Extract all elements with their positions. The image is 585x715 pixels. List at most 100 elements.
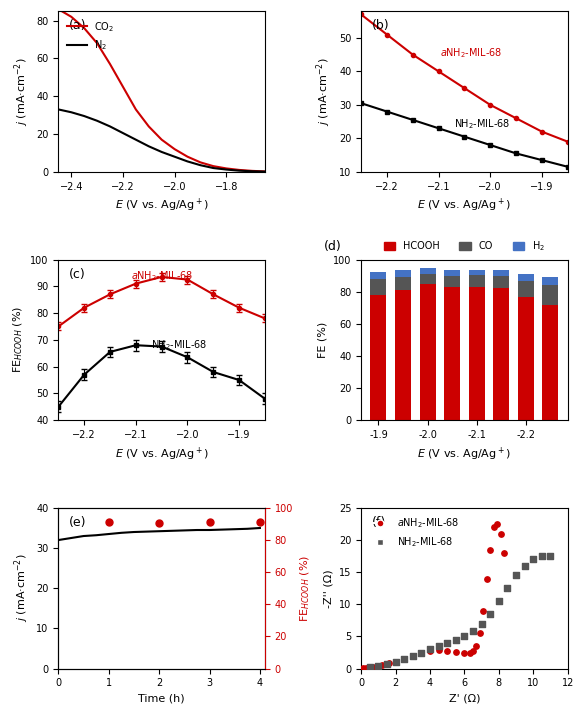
- Point: [469, 645, 478, 656]
- Point: [475, 628, 484, 639]
- N$_2$: [210, 164, 217, 172]
- Point: [434, 644, 443, 656]
- N$_2$: [158, 148, 165, 157]
- Point: [469, 626, 478, 637]
- Legend: $a$NH$_2$-MIL-68, NH$_2$-MIL-68: $a$NH$_2$-MIL-68, NH$_2$-MIL-68: [366, 513, 463, 553]
- Point: [417, 647, 426, 659]
- Point: [255, 516, 264, 527]
- CO$_2$: [261, 167, 269, 176]
- CO$_2$: [81, 24, 88, 32]
- Point: [493, 518, 502, 530]
- Point: [520, 560, 529, 571]
- N$_2$: [106, 122, 113, 131]
- Point: [494, 596, 504, 607]
- Bar: [419, 284, 436, 420]
- CO$_2$: [55, 5, 62, 14]
- Point: [511, 570, 521, 581]
- CO$_2$: [119, 82, 126, 91]
- CO$_2$: [197, 158, 204, 167]
- N$_2$: [81, 112, 88, 120]
- N$_2$: [184, 157, 191, 166]
- Text: (f): (f): [371, 516, 386, 529]
- Point: [482, 573, 491, 584]
- Point: [477, 618, 486, 629]
- Point: [408, 650, 418, 661]
- Point: [503, 583, 512, 594]
- Point: [465, 647, 474, 659]
- Text: NH$_2$-MIL-68: NH$_2$-MIL-68: [454, 117, 511, 131]
- Point: [391, 656, 400, 668]
- Bar: [444, 275, 460, 287]
- Bar: [419, 268, 436, 274]
- X-axis label: Time (h): Time (h): [138, 694, 185, 704]
- Point: [486, 544, 495, 556]
- Bar: [370, 272, 387, 279]
- X-axis label: Z' (Ω): Z' (Ω): [449, 694, 480, 704]
- Point: [537, 551, 546, 562]
- N$_2$: [197, 161, 204, 169]
- N$_2$: [223, 165, 230, 174]
- CO$_2$: [94, 39, 101, 47]
- N$_2$: [94, 117, 101, 125]
- Point: [384, 658, 393, 669]
- Bar: [518, 274, 534, 281]
- Point: [400, 654, 409, 665]
- Text: (c): (c): [68, 267, 85, 280]
- CO$_2$: [171, 145, 178, 154]
- Text: NH$_2$-MIL-68: NH$_2$-MIL-68: [152, 338, 208, 352]
- Point: [451, 634, 460, 646]
- Point: [358, 663, 367, 674]
- Line: CO$_2$: CO$_2$: [58, 9, 265, 172]
- Point: [365, 661, 374, 673]
- N$_2$: [236, 167, 243, 175]
- Point: [417, 647, 426, 659]
- X-axis label: $E$ (V vs. Ag/Ag$^+$): $E$ (V vs. Ag/Ag$^+$): [115, 445, 209, 463]
- Legend: HCOOH, CO, H$_2$: HCOOH, CO, H$_2$: [380, 235, 549, 257]
- CO$_2$: [210, 162, 217, 170]
- Bar: [469, 270, 484, 275]
- Bar: [444, 287, 460, 420]
- Text: $a$NH$_2$-MIL-68: $a$NH$_2$-MIL-68: [130, 269, 193, 282]
- CO$_2$: [249, 167, 256, 175]
- Point: [500, 547, 509, 558]
- Bar: [419, 274, 436, 284]
- Point: [451, 646, 460, 658]
- Bar: [370, 279, 387, 295]
- Y-axis label: $j$ (mA·cm$^{-2}$): $j$ (mA·cm$^{-2}$): [12, 554, 30, 623]
- Point: [374, 661, 383, 672]
- Point: [154, 518, 164, 529]
- CO$_2$: [223, 164, 230, 173]
- Line: N$_2$: N$_2$: [58, 109, 265, 172]
- N$_2$: [145, 142, 152, 151]
- Y-axis label: $j$ (mA·cm$^{-2}$): $j$ (mA·cm$^{-2}$): [315, 57, 333, 126]
- Bar: [395, 270, 411, 277]
- Point: [529, 553, 538, 565]
- CO$_2$: [68, 12, 75, 21]
- Bar: [518, 281, 534, 297]
- Point: [382, 659, 391, 670]
- Point: [362, 662, 371, 674]
- Point: [408, 650, 418, 661]
- Y-axis label: FE$_{HCOOH}$ (%): FE$_{HCOOH}$ (%): [298, 555, 312, 622]
- CO$_2$: [184, 152, 191, 161]
- Point: [460, 647, 469, 659]
- Bar: [493, 288, 509, 420]
- Point: [442, 645, 452, 656]
- Bar: [493, 275, 509, 288]
- Text: (b): (b): [371, 19, 389, 32]
- Bar: [493, 270, 509, 275]
- Bar: [444, 270, 460, 275]
- N$_2$: [249, 167, 256, 176]
- Bar: [518, 297, 534, 420]
- CO$_2$: [236, 166, 243, 174]
- N$_2$: [171, 152, 178, 161]
- Bar: [542, 277, 558, 285]
- Text: (a): (a): [68, 19, 86, 32]
- Bar: [469, 287, 484, 420]
- X-axis label: $E$ (V vs. Ag/Ag$^+$): $E$ (V vs. Ag/Ag$^+$): [418, 445, 511, 463]
- Bar: [370, 295, 387, 420]
- Bar: [542, 305, 558, 420]
- CO$_2$: [145, 122, 152, 131]
- Point: [370, 661, 380, 672]
- Bar: [469, 275, 484, 287]
